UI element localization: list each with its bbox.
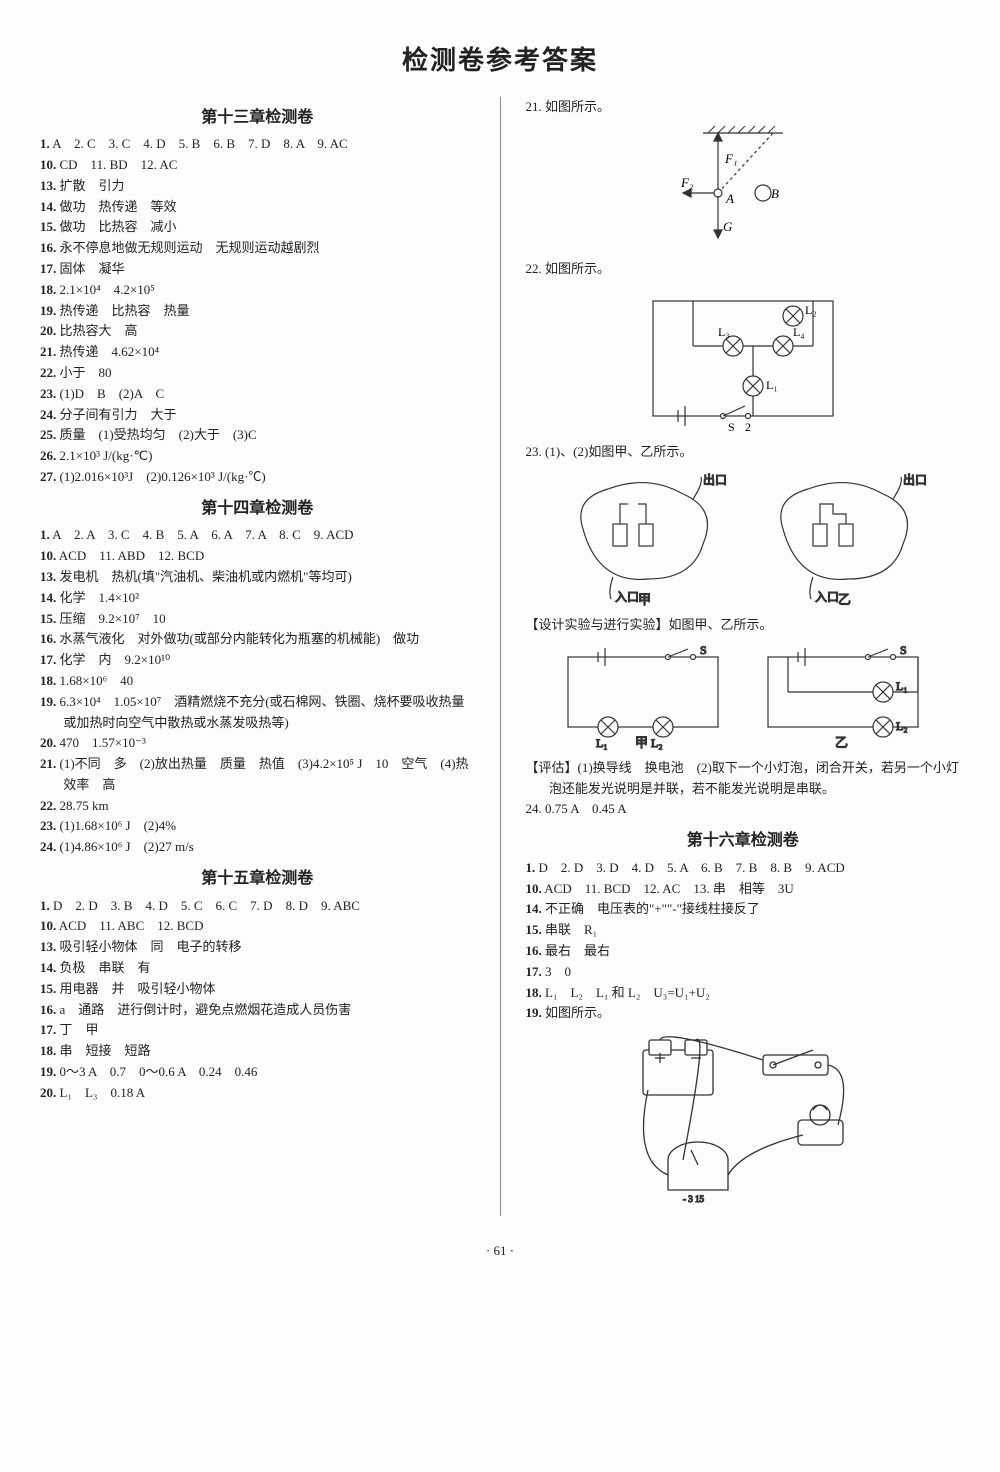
ch14-line: 24. (1)4.86×10⁶ J (2)27 m/s: [40, 837, 475, 858]
ch13-line: 15. 做功 比热容 减小: [40, 217, 475, 238]
right-column: 21. 如图所示。: [526, 97, 961, 1217]
figure-circuit-1: L₂ L₃ L₄ L₁ S 2: [526, 286, 961, 436]
q22-label: 22. 如图所示。: [526, 259, 961, 280]
page-number: · 61 ·: [40, 1241, 960, 1262]
svg-text:甲: 甲: [638, 592, 651, 607]
ch15-line: 15. 用电器 并 吸引轻小物体: [40, 979, 475, 1000]
ch14-line: 23. (1)1.68×10⁶ J (2)4%: [40, 816, 475, 837]
figure-circuit-pair: S L₁ L₂ 甲 S L₁ L₂: [526, 642, 961, 752]
svg-text:L₂: L₂: [651, 736, 663, 750]
ch14-line: 16. 水蒸气液化 对外做功(或部分内能转化为瓶塞的机械能) 做功: [40, 629, 475, 650]
ch14-line: 1. A 2. A 3. C 4. B 5. A 6. A 7. A 8. C …: [40, 525, 475, 546]
ch15-line: 20. L₁ L₃ 0.18 A: [40, 1083, 475, 1104]
svg-text:S: S: [700, 643, 707, 657]
ch13-line: 1. A 2. C 3. C 4. D 5. B 6. B 7. D 8. A …: [40, 134, 475, 155]
ch15-line: 19. 0～3 A 0.7 0～0.6 A 0.24 0.46: [40, 1062, 475, 1083]
label-F1: F₁: [724, 151, 737, 166]
ch16-line: 15. 串联 R₁: [526, 920, 961, 941]
ch14-line: 13. 发电机 热机(填"汽油机、柴油机或内燃机"等均可): [40, 567, 475, 588]
label-A: A: [725, 191, 734, 206]
label-S: S: [728, 420, 735, 434]
ch13-line: 18. 2.1×10⁴ 4.2×10⁵: [40, 280, 475, 301]
ch16-line: 18. L₁ L₂ L₁ 和 L₂ U₃=U₁+U₂: [526, 983, 961, 1004]
svg-text:出口: 出口: [903, 473, 927, 487]
ch13-line: 27. (1)2.016×10³J (2)0.126×10³ J/(kg·℃): [40, 467, 475, 488]
label-F2: F₂: [680, 175, 694, 190]
figure-flow-diagram: 出口 入口 甲 出口 入口 乙: [526, 469, 961, 609]
ch16-heading: 第十六章检测卷: [526, 828, 961, 854]
figure-physical-circuit: - 3 15: [526, 1030, 961, 1210]
ch16-line: 1. D 2. D 3. D 4. D 5. A 6. B 7. B 8. B …: [526, 858, 961, 879]
ch13-heading: 第十三章检测卷: [40, 105, 475, 131]
ch15-line: 14. 负极 串联 有: [40, 958, 475, 979]
ch16-line: 14. 不正确 电压表的"+""-"接线柱接反了: [526, 899, 961, 920]
ch13-line: 25. 质量 (1)受热均匀 (2)大于 (3)C: [40, 425, 475, 446]
ch13-line: 24. 分子间有引力 大于: [40, 405, 475, 426]
ch13-line: 16. 永不停息地做无规则运动 无规则运动越剧烈: [40, 238, 475, 259]
ch13-line: 17. 固体 凝华: [40, 259, 475, 280]
label-S2: 2: [745, 420, 751, 434]
page-title: 检测卷参考答案: [40, 40, 960, 82]
ch15-line: 17. 丁 甲: [40, 1020, 475, 1041]
svg-text:L₁: L₁: [896, 679, 908, 693]
ch13-line: 22. 小于 80: [40, 363, 475, 384]
ch14-line: 19. 6.3×10⁴ 1.05×10⁷ 酒精燃烧不充分(或石棉网、铁圈、烧杯要…: [40, 692, 475, 734]
ch13-line: 26. 2.1×10³ J/(kg·℃): [40, 446, 475, 467]
ch14-line: 20. 470 1.57×10⁻³: [40, 733, 475, 754]
ch13-line: 10. CD 11. BD 12. AC: [40, 155, 475, 176]
figure-forces: F₁ F₂ A B G: [526, 123, 961, 253]
ch16-line: 16. 最右 最右: [526, 941, 961, 962]
label-L2: L₂: [805, 303, 817, 317]
ch14-line: 21. (1)不同 多 (2)放出热量 质量 热值 (3)4.2×10⁵ J 1…: [40, 754, 475, 796]
ch15-line: 1. D 2. D 3. B 4. D 5. C 6. C 7. D 8. D …: [40, 896, 475, 917]
q21-label: 21. 如图所示。: [526, 97, 961, 118]
ch14-line: 14. 化学 1.4×10²: [40, 588, 475, 609]
svg-text:- 3 15: - 3 15: [683, 1194, 704, 1204]
ch14-line: 10. ACD 11. ABD 12. BCD: [40, 546, 475, 567]
ch13-line: 23. (1)D B (2)A C: [40, 384, 475, 405]
svg-text:甲: 甲: [635, 735, 648, 750]
q23-label: 23. (1)、(2)如图甲、乙所示。: [526, 442, 961, 463]
ch13-line: 20. 比热容大 高: [40, 321, 475, 342]
ch14-heading: 第十四章检测卷: [40, 496, 475, 522]
ch15-line: 16. a 通路 进行倒计时，避免点燃烟花造成人员伤害: [40, 1000, 475, 1021]
q24-line: 24. 0.75 A 0.45 A: [526, 799, 961, 820]
ch16-line: 17. 3 0: [526, 962, 961, 983]
svg-text:S: S: [900, 643, 907, 657]
label-L4: L₄: [793, 325, 805, 339]
ch16-line: 10. ACD 11. BCD 12. AC 13. 串 相等 3U: [526, 879, 961, 900]
ch13-line: 13. 扩散 引力: [40, 176, 475, 197]
svg-text:L₂: L₂: [896, 719, 908, 733]
q23-design-label: 【设计实验与进行实验】如图甲、乙所示。: [526, 615, 961, 636]
label-B: B: [771, 186, 779, 201]
ch14-line: 18. 1.68×10⁶ 40: [40, 671, 475, 692]
svg-text:乙: 乙: [838, 592, 851, 607]
column-divider: [500, 97, 501, 1217]
svg-text:出口: 出口: [703, 473, 727, 487]
ch14-line: 15. 压缩 9.2×10⁷ 10: [40, 609, 475, 630]
left-column: 第十三章检测卷 1. A 2. C 3. C 4. D 5. B 6. B 7.…: [40, 97, 475, 1217]
ch15-line: 18. 串 短接 短路: [40, 1041, 475, 1062]
ch16-line: 19. 如图所示。: [526, 1003, 961, 1024]
ch15-line: 10. ACD 11. ABC 12. BCD: [40, 916, 475, 937]
label-G: G: [723, 219, 733, 234]
svg-text:入口: 入口: [815, 590, 839, 604]
ch13-line: 14. 做功 热传递 等效: [40, 197, 475, 218]
svg-text:乙: 乙: [835, 735, 848, 750]
ch13-line: 21. 热传递 4.62×10⁴: [40, 342, 475, 363]
ch15-heading: 第十五章检测卷: [40, 866, 475, 892]
ch13-line: 19. 热传递 比热容 热量: [40, 301, 475, 322]
label-L1: L₁: [766, 378, 778, 392]
svg-text:入口: 入口: [615, 590, 639, 604]
label-L3: L₃: [718, 325, 730, 339]
q23-eval: 【评估】(1)换导线 换电池 (2)取下一个小灯泡，闭合开关，若另一个小灯泡还能…: [526, 758, 961, 800]
ch15-line: 13. 吸引轻小物体 同 电子的转移: [40, 937, 475, 958]
ch14-line: 22. 28.75 km: [40, 796, 475, 817]
svg-text:L₁: L₁: [596, 736, 608, 750]
ch14-line: 17. 化学 内 9.2×10¹⁰: [40, 650, 475, 671]
